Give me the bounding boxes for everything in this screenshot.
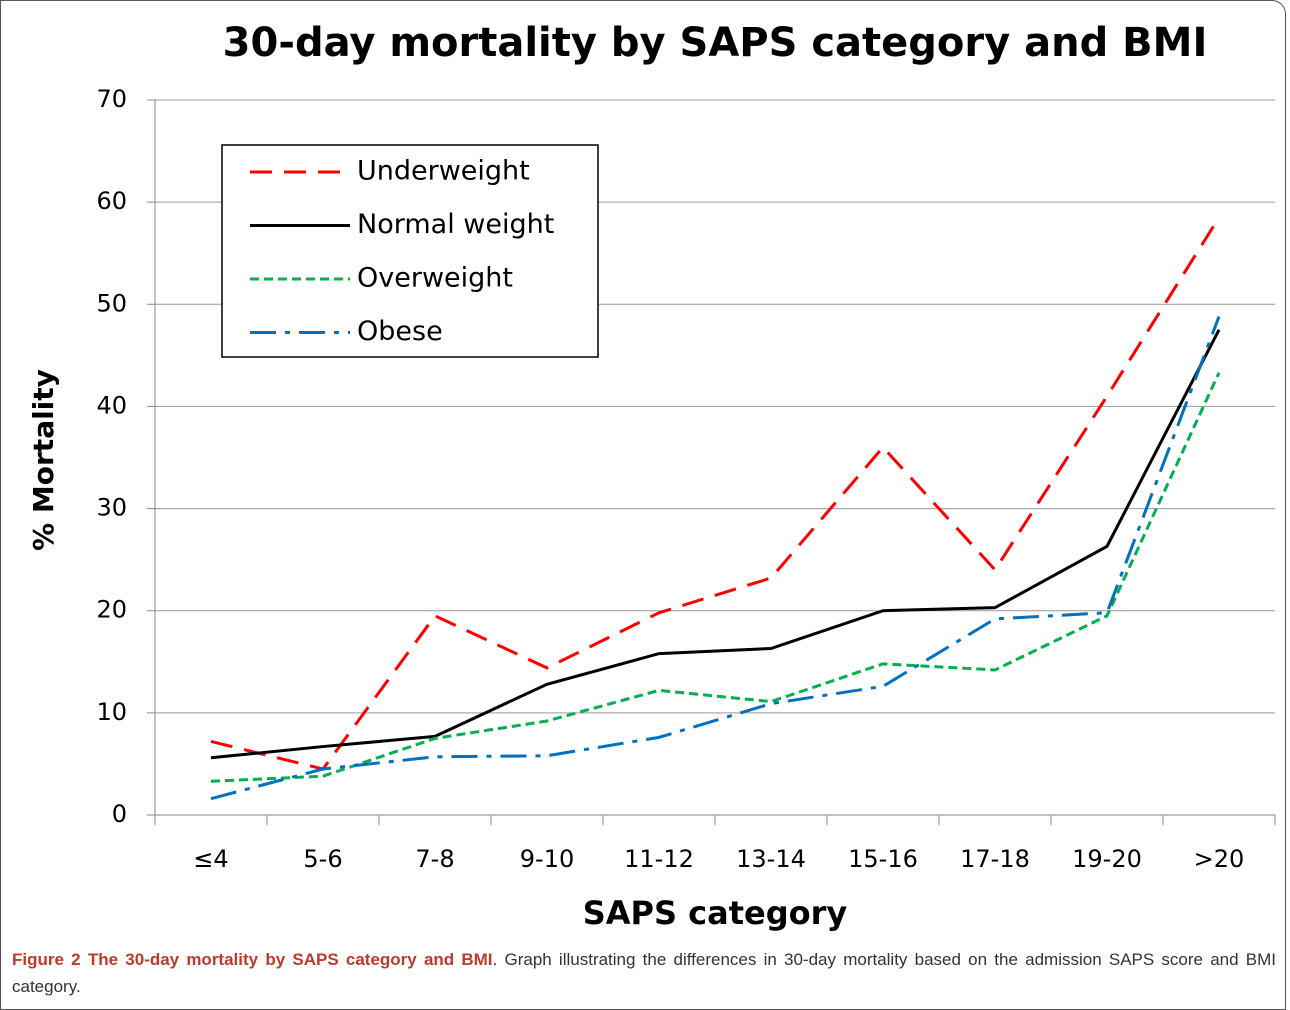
x-tick-label: 13-14 xyxy=(736,845,806,873)
legend-label: Overweight xyxy=(357,263,513,294)
x-tick-label: >20 xyxy=(1194,845,1245,873)
legend-label: Underweight xyxy=(357,156,530,187)
legend-box xyxy=(221,144,599,358)
caption-text: . Graph illustrating the differences in … xyxy=(12,950,1277,996)
x-tick-label: 9-10 xyxy=(520,845,574,873)
y-axis-label: % Mortality xyxy=(27,369,60,551)
y-tick-label: 20 xyxy=(96,596,127,624)
x-axis-label: SAPS category xyxy=(583,894,848,932)
y-tick-label: 50 xyxy=(96,289,127,317)
x-tick-label: 19-20 xyxy=(1072,845,1142,873)
series-line xyxy=(210,316,1221,801)
x-tick-label: 11-12 xyxy=(624,845,694,873)
y-tick-label: 60 xyxy=(96,187,127,215)
legend-label: Normal weight xyxy=(357,209,554,240)
x-tick-label: 5-6 xyxy=(303,845,342,873)
x-tick-label: 17-18 xyxy=(960,845,1030,873)
x-tick-label: 15-16 xyxy=(848,845,918,873)
y-tick-label: 70 xyxy=(96,85,127,113)
y-tick-label: 30 xyxy=(96,494,127,522)
y-tick-label: 0 xyxy=(112,800,127,828)
chart-title: 30-day mortality by SAPS category and BM… xyxy=(223,20,1208,66)
caption: Figure 2 The 30-day mortality by SAPS ca… xyxy=(12,946,1276,1000)
series-line xyxy=(210,329,1221,760)
series-line xyxy=(210,216,1221,771)
caption-label: Figure 2 The 30-day mortality by SAPS ca… xyxy=(12,950,493,969)
legend-label: Obese xyxy=(357,316,443,347)
y-tick-label: 10 xyxy=(96,698,127,726)
x-tick-label: ≤4 xyxy=(193,845,228,873)
y-tick-label: 40 xyxy=(96,391,127,419)
x-tick-label: 7-8 xyxy=(415,845,454,873)
series-line xyxy=(210,372,1221,783)
chart: 30-day mortality by SAPS category and BM… xyxy=(27,20,1276,932)
